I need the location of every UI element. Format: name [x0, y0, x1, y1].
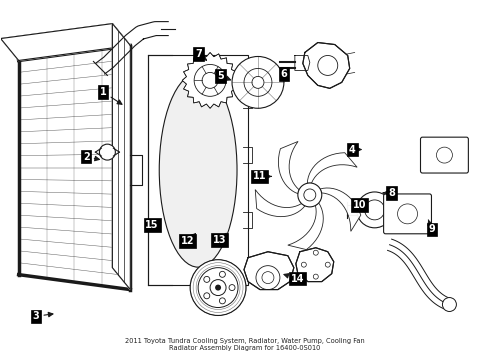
- Text: 6: 6: [281, 69, 288, 79]
- Text: 15: 15: [146, 220, 159, 230]
- Circle shape: [313, 250, 318, 255]
- Text: 14: 14: [284, 274, 304, 284]
- Text: 2: 2: [83, 152, 99, 162]
- Text: 1: 1: [100, 87, 122, 104]
- Polygon shape: [112, 24, 130, 289]
- Text: 7: 7: [195, 49, 206, 60]
- Polygon shape: [320, 188, 361, 231]
- Circle shape: [357, 192, 392, 228]
- Circle shape: [313, 274, 318, 279]
- Polygon shape: [0, 24, 130, 60]
- Text: 5: 5: [217, 71, 230, 81]
- Polygon shape: [255, 190, 305, 217]
- Polygon shape: [307, 153, 357, 183]
- Text: 3: 3: [32, 311, 53, 321]
- Circle shape: [325, 262, 330, 267]
- Circle shape: [232, 57, 284, 108]
- Text: 10: 10: [353, 200, 367, 210]
- Text: 9: 9: [428, 220, 435, 234]
- Circle shape: [220, 298, 225, 304]
- Text: 2011 Toyota Tundra Cooling System, Radiator, Water Pump, Cooling Fan
Radiator As: 2011 Toyota Tundra Cooling System, Radia…: [125, 338, 365, 351]
- FancyBboxPatch shape: [384, 194, 432, 234]
- FancyBboxPatch shape: [420, 137, 468, 173]
- Polygon shape: [244, 252, 294, 289]
- Circle shape: [194, 64, 226, 96]
- Text: 11: 11: [253, 171, 271, 181]
- Circle shape: [204, 276, 210, 282]
- Circle shape: [298, 183, 322, 207]
- Circle shape: [229, 285, 235, 291]
- Polygon shape: [182, 53, 238, 108]
- Circle shape: [220, 271, 225, 277]
- Circle shape: [190, 260, 246, 315]
- Ellipse shape: [159, 73, 237, 267]
- Circle shape: [301, 262, 306, 267]
- Polygon shape: [288, 203, 323, 249]
- Text: 12: 12: [181, 234, 196, 246]
- Circle shape: [202, 72, 218, 88]
- Polygon shape: [296, 248, 334, 282]
- Text: 8: 8: [383, 188, 395, 198]
- Polygon shape: [303, 42, 350, 88]
- Circle shape: [442, 298, 456, 311]
- Circle shape: [204, 293, 210, 299]
- Circle shape: [215, 285, 221, 291]
- Polygon shape: [278, 141, 299, 194]
- Text: 13: 13: [213, 233, 226, 245]
- Text: 4: 4: [349, 144, 361, 154]
- Circle shape: [99, 144, 115, 160]
